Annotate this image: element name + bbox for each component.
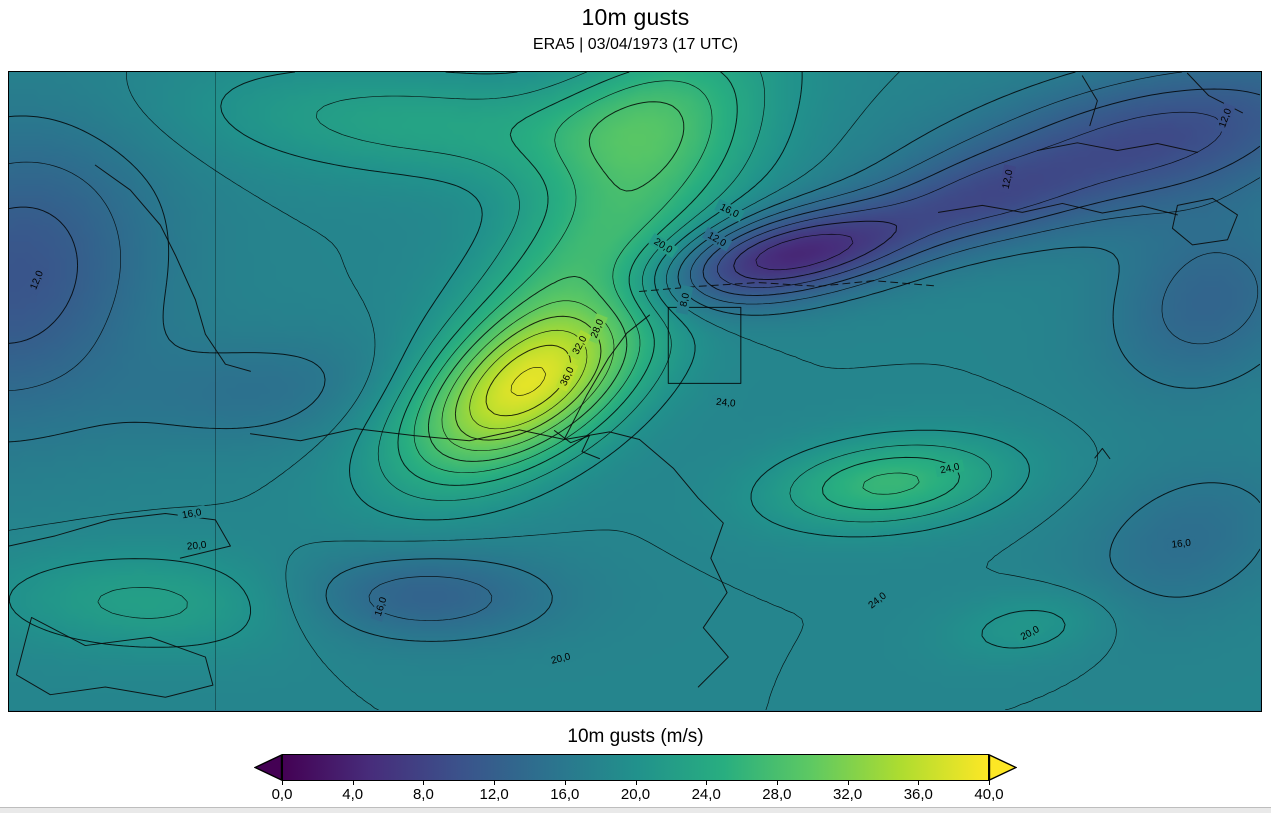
colorbar-tick <box>776 780 778 785</box>
contour-map-canvas <box>9 72 1260 710</box>
colorbar-tick-label: 0,0 <box>271 786 293 803</box>
colorbar-tick <box>635 780 637 785</box>
colorbar-tick <box>282 780 283 785</box>
colorbar-tick-label: 8,0 <box>412 786 434 803</box>
colorbar-tick <box>564 780 566 785</box>
colorbar-tick <box>706 780 708 785</box>
colorbar-title: 10m gusts (m/s) <box>567 726 704 747</box>
colorbar-gradient <box>282 754 989 781</box>
chart-subtitle: ERA5 | 03/04/1973 (17 UTC) <box>532 36 739 53</box>
colorbar-tick <box>989 780 990 785</box>
colorbar-tick <box>847 780 849 785</box>
colorbar-tick-label: 40,0 <box>974 786 1004 803</box>
chart-title: 10m gusts <box>581 4 690 30</box>
colorbar-under-arrow <box>254 754 282 781</box>
colorbar-tick-label: 20,0 <box>620 786 651 803</box>
colorbar-tick-label: 24,0 <box>691 786 721 803</box>
chart-header: 10m gusts ERA5 | 03/04/1973 (17 UTC) <box>0 4 1271 54</box>
colorbar-tick-label: 36,0 <box>903 786 933 803</box>
colorbar-tick <box>423 780 425 785</box>
page-bottom-strip <box>0 807 1271 813</box>
colorbar-tick <box>918 780 920 785</box>
colorbar-tick-label: 28,0 <box>762 786 792 803</box>
colorbar <box>254 754 1017 781</box>
colorbar-tick-label: 4,0 <box>342 786 364 803</box>
colorbar-tick-label: 32,0 <box>832 786 863 803</box>
map-frame <box>8 71 1262 712</box>
colorbar-ticks: 0,0 4,0 8,0 12,0 16,0 20,0 24,0 28,0 32,0 36,0 40,… <box>272 780 1004 804</box>
colorbar-over-arrow <box>989 754 1017 781</box>
colorbar-tick-label: 16,0 <box>550 786 580 803</box>
colorbar-tick <box>352 780 354 785</box>
colorbar-tick-label: 12,0 <box>479 786 509 803</box>
colorbar-tick <box>494 780 496 785</box>
